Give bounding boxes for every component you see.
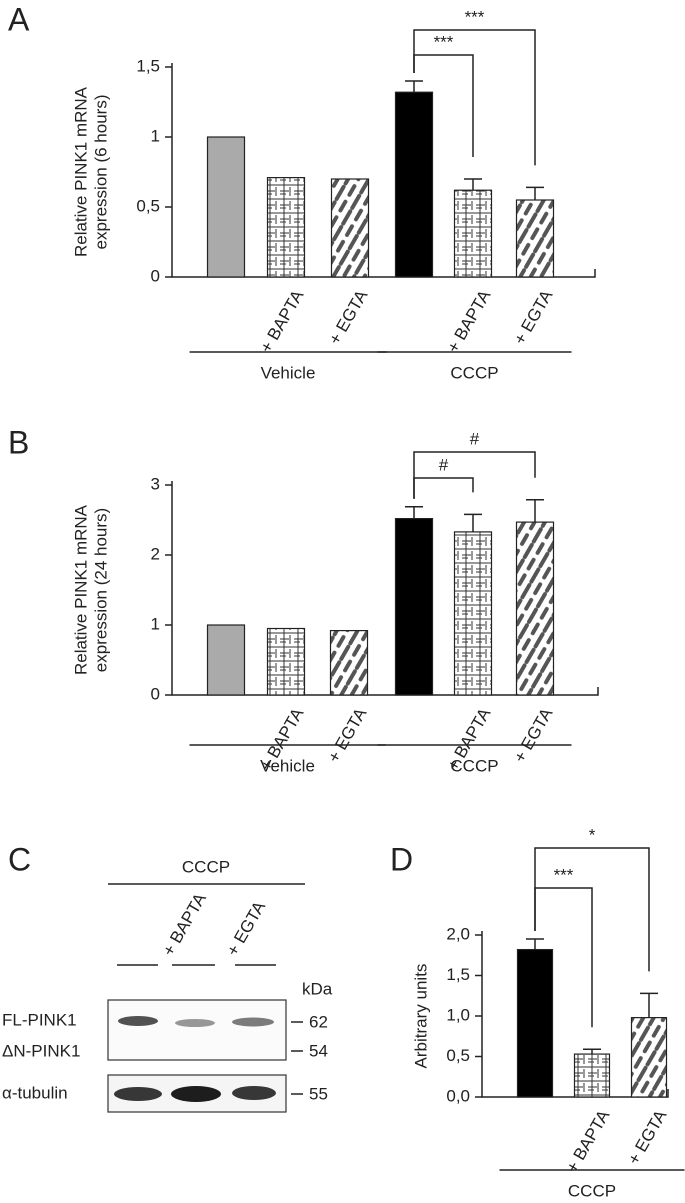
- significance-label: *: [589, 825, 596, 844]
- y-tick-label: 2,0: [446, 924, 470, 943]
- x-tick-label: + BAPTA: [443, 286, 494, 356]
- axis: [171, 63, 596, 278]
- y-axis-label: expression (24 hours): [91, 508, 110, 672]
- x-tick-label: + EGTA: [325, 286, 372, 348]
- panel-letter: C: [8, 841, 31, 877]
- error-bar: [464, 178, 482, 191]
- error-bar: [526, 498, 544, 523]
- y-axis-label: Relative PINK1 mRNA: [71, 86, 90, 257]
- bar: [329, 629, 369, 696]
- y-axis-label: Arbitrary units: [411, 964, 430, 1069]
- row-label: α-tubulin: [2, 1083, 68, 1102]
- panel-letter: A: [8, 1, 30, 37]
- bar: [630, 1017, 668, 1098]
- y-tick-label: 0: [151, 266, 160, 285]
- bar: [206, 136, 246, 278]
- bar: [515, 199, 555, 278]
- panel-letter: B: [8, 424, 29, 460]
- lane-label: + BAPTA: [159, 889, 210, 959]
- error-bar: [526, 938, 544, 950]
- y-tick-label: 0: [151, 684, 160, 703]
- row-label: ΔN-PINK1: [2, 1041, 80, 1060]
- significance-label: ***: [434, 32, 454, 51]
- y-tick-label: 0,0: [446, 1086, 470, 1105]
- error-bar: [583, 1048, 601, 1055]
- band: [232, 1017, 274, 1027]
- significance-label: ***: [465, 7, 485, 26]
- size-label: 54: [309, 1041, 328, 1060]
- bar: [516, 948, 554, 1098]
- band: [232, 1086, 276, 1100]
- x-tick-label: + EGTA: [324, 704, 371, 766]
- x-tick-label: + BAPTA: [562, 1106, 613, 1176]
- lane-label: + EGTA: [223, 897, 270, 959]
- group-label: CCCP: [450, 363, 498, 382]
- row-label: FL-PINK1: [2, 1010, 77, 1029]
- group-label: Vehicle: [260, 756, 315, 775]
- band: [118, 1016, 158, 1026]
- treatment-label: CCCP: [182, 857, 230, 876]
- y-tick-label: 1,5: [446, 965, 470, 984]
- group-label: CCCP: [450, 756, 498, 775]
- error-bar: [526, 186, 544, 200]
- x-tick-label: + BAPTA: [256, 286, 307, 356]
- unit-label: kDa: [302, 979, 333, 998]
- significance-label: ***: [554, 865, 574, 884]
- panel-letter: D: [390, 841, 413, 877]
- y-tick-label: 1: [151, 614, 160, 633]
- significance-bracket: [413, 29, 536, 166]
- x-tick-label: + EGTA: [510, 704, 557, 766]
- error-bar: [464, 513, 482, 532]
- significance-bracket: [534, 847, 650, 972]
- significance-label: #: [470, 429, 480, 448]
- size-label: 62: [309, 1012, 328, 1031]
- bar: [453, 189, 493, 278]
- x-tick-label: + EGTA: [510, 286, 557, 348]
- y-tick-label: 0,5: [136, 196, 160, 215]
- blot-box: [107, 999, 287, 1061]
- bar: [394, 91, 434, 278]
- y-axis-label: expression (6 hours): [91, 95, 110, 250]
- bar: [515, 521, 555, 696]
- group-label: CCCP: [568, 1181, 616, 1200]
- error-bar: [405, 80, 423, 93]
- bar: [266, 177, 306, 278]
- bar: [394, 517, 434, 696]
- error-bar: [640, 992, 658, 1018]
- y-tick-label: 2: [151, 544, 160, 563]
- band: [175, 1019, 215, 1027]
- significance-bracket: [413, 451, 536, 499]
- significance-label: #: [439, 455, 449, 474]
- y-tick-label: 1,0: [446, 1005, 470, 1024]
- size-label: 55: [309, 1084, 328, 1103]
- x-tick-label: + EGTA: [624, 1106, 671, 1168]
- bar: [573, 1053, 611, 1098]
- error-bar: [405, 505, 423, 519]
- y-tick-label: 1: [151, 126, 160, 145]
- panel-c: C CCCP + BAPTA + EGTA kDa FL-PINK1 ΔN-PI…: [2, 841, 333, 1113]
- y-tick-label: 3: [151, 474, 160, 493]
- band: [171, 1086, 221, 1102]
- bar: [330, 178, 370, 278]
- bar: [453, 531, 493, 696]
- axis: [171, 481, 599, 696]
- group-label: Vehicle: [261, 363, 316, 382]
- band: [114, 1087, 162, 1101]
- y-tick-label: 0,5: [446, 1046, 470, 1065]
- y-tick-label: 1,5: [136, 56, 160, 75]
- bar: [266, 627, 306, 696]
- bar: [206, 624, 246, 696]
- y-axis-label: Relative PINK1 mRNA: [71, 504, 90, 675]
- significance-bracket: [413, 477, 474, 499]
